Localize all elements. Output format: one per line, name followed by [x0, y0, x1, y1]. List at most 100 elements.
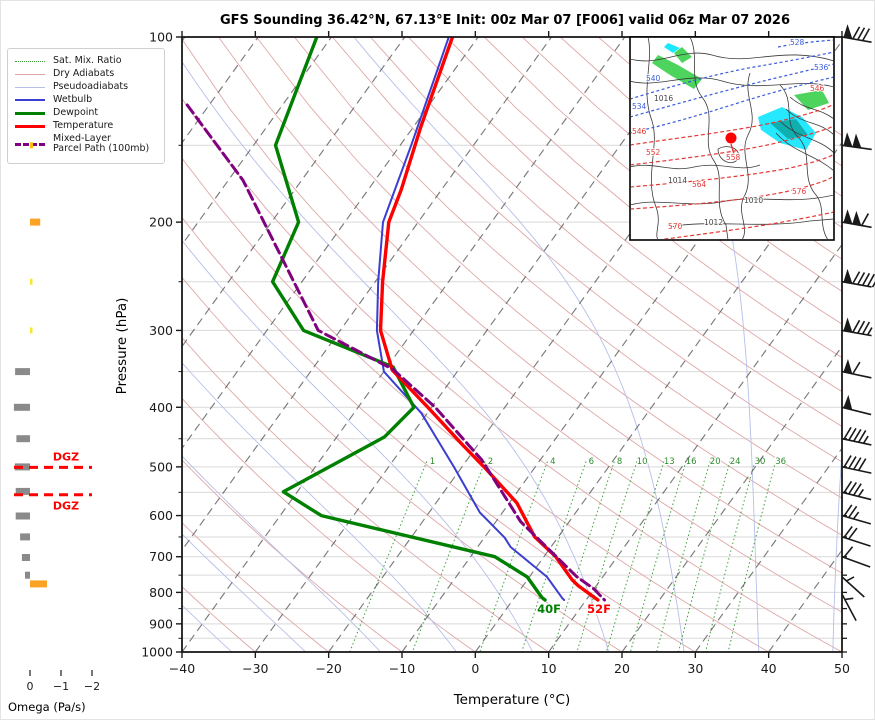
wind-barb	[841, 455, 872, 474]
inset-contour-label: 576	[792, 187, 807, 196]
svg-text:30: 30	[755, 457, 766, 467]
curve-temperature	[378, 37, 600, 602]
curve-dewpoint	[270, 37, 547, 602]
surface-temp-label: 40F	[537, 602, 561, 616]
wind-barb	[841, 546, 871, 568]
svg-text:10: 10	[637, 457, 648, 467]
svg-text:10: 10	[541, 661, 557, 676]
svg-text:6: 6	[589, 457, 594, 467]
surface-temp-label: 52F	[587, 602, 611, 616]
wind-barb	[841, 426, 872, 446]
inset-contour-label: 1010	[744, 196, 763, 205]
chart-title: GFS Sounding 36.42°N, 67.13°E Init: 00z …	[219, 13, 791, 28]
x-axis-label: Temperature (°C)	[453, 692, 571, 708]
legend-swatch-sat-mix-ratio	[15, 60, 45, 62]
svg-text:50: 50	[834, 661, 850, 676]
legend-item: Pseudoadiabats	[15, 80, 157, 93]
legend-swatch-dry-adiabats	[15, 73, 45, 75]
inset-contour-label: 564	[692, 180, 707, 189]
svg-text:1: 1	[430, 457, 435, 467]
wind-barb	[841, 132, 872, 151]
legend-label: Wetbulb	[53, 93, 93, 105]
inset-contour-label: 540	[646, 74, 661, 83]
legend-label: Dewpoint	[53, 106, 99, 118]
svg-text:400: 400	[149, 400, 173, 415]
legend-item: Dewpoint	[15, 106, 157, 119]
inset-contour-label: 552	[646, 148, 661, 157]
legend-swatch-temperature	[15, 124, 45, 128]
svg-text:2: 2	[488, 457, 493, 467]
svg-text:13: 13	[664, 457, 675, 467]
svg-text:300: 300	[149, 323, 173, 338]
mixing-ratio-lines: 1 2 4 6 8 10 13 16 20 24 30 36	[349, 456, 787, 652]
legend-label: Sat. Mix. Ratio	[53, 55, 122, 66]
legend-item: Sat. Mix. Ratio	[15, 55, 157, 67]
sounding-curves	[185, 37, 606, 602]
svg-text:600: 600	[149, 508, 173, 523]
svg-text:−40: −40	[169, 661, 195, 676]
wind-barb	[841, 268, 875, 288]
wind-barb	[841, 317, 873, 337]
svg-text:−20: −20	[315, 661, 341, 676]
svg-text:20: 20	[710, 457, 721, 467]
inset-contour-label: 536	[814, 63, 829, 72]
inset-contour-label: 1016	[654, 94, 673, 103]
svg-text:0: 0	[471, 661, 479, 676]
legend-label: Pseudoadiabats	[53, 80, 129, 92]
legend-item: Mixed-Layer Parcel Path (100mb)	[15, 132, 157, 156]
wind-barb	[841, 593, 857, 621]
legend-label: Mixed-Layer Parcel Path (100mb)	[53, 132, 150, 155]
legend-swatch-mixed-layer-parcel-path-mb-	[15, 142, 45, 146]
svg-text:100: 100	[149, 30, 173, 45]
background-grid: 1 2 4 6 8 10 13 16 20 24 30 36	[182, 37, 842, 652]
inset-contour-label: 546	[810, 84, 825, 93]
wind-barb	[841, 209, 872, 229]
inset-contour-label: 546	[632, 127, 647, 136]
wind-barb	[841, 504, 872, 525]
wind-barb	[841, 358, 872, 379]
wind-barb	[841, 394, 872, 416]
svg-text:40: 40	[761, 661, 777, 676]
legend-label: Temperature	[53, 119, 114, 131]
svg-text:8: 8	[617, 457, 622, 467]
svg-text:200: 200	[149, 215, 173, 230]
wind-barbs	[841, 24, 875, 621]
wind-barb	[841, 480, 872, 501]
svg-text:−10: −10	[389, 661, 415, 676]
inset-contour-label: 570	[668, 222, 683, 231]
svg-text:36: 36	[775, 457, 786, 467]
inset-contour-label: 1012	[704, 218, 723, 227]
wind-barb	[841, 526, 871, 547]
wind-barb	[841, 24, 872, 43]
svg-text:1000: 1000	[141, 645, 173, 660]
legend-label: Dry Adiabats	[53, 67, 115, 79]
svg-text:30: 30	[687, 661, 703, 676]
inset-contour-label: 534	[632, 102, 647, 111]
curve-wetbulb	[375, 37, 566, 601]
svg-text:20: 20	[614, 661, 630, 676]
legend-swatch-wetbulb	[15, 99, 45, 102]
svg-text:500: 500	[149, 459, 173, 474]
inset-map: 534 540 528 536 546 546 552 558 564 570 576 1016 101…	[629, 36, 835, 241]
wind-barb	[841, 576, 865, 598]
svg-text:700: 700	[149, 549, 173, 564]
legend-swatch-pseudoadiabats	[15, 86, 45, 88]
inset-contour-label: 558	[726, 153, 741, 162]
svg-text:24: 24	[730, 457, 741, 467]
svg-text:800: 800	[149, 585, 173, 600]
inset-contour-label: 1014	[668, 176, 687, 185]
legend: Sat. Mix. Ratio Dry Adiabats Pseudoadiabat…	[7, 48, 165, 165]
omega-axis-label: Omega (Pa/s)	[8, 700, 86, 714]
legend-item: Wetbulb	[15, 93, 157, 106]
legend-swatch-dewpoint	[15, 111, 45, 115]
legend-item: Temperature	[15, 119, 157, 132]
inset-contour-label: 528	[790, 38, 805, 47]
curve-mixed-layer	[185, 103, 606, 602]
svg-text:4: 4	[550, 457, 555, 467]
sounding-location-marker	[725, 132, 737, 144]
svg-text:−30: −30	[242, 661, 268, 676]
svg-text:900: 900	[149, 616, 173, 631]
y-axis-label: Pressure (hPa)	[114, 297, 130, 395]
